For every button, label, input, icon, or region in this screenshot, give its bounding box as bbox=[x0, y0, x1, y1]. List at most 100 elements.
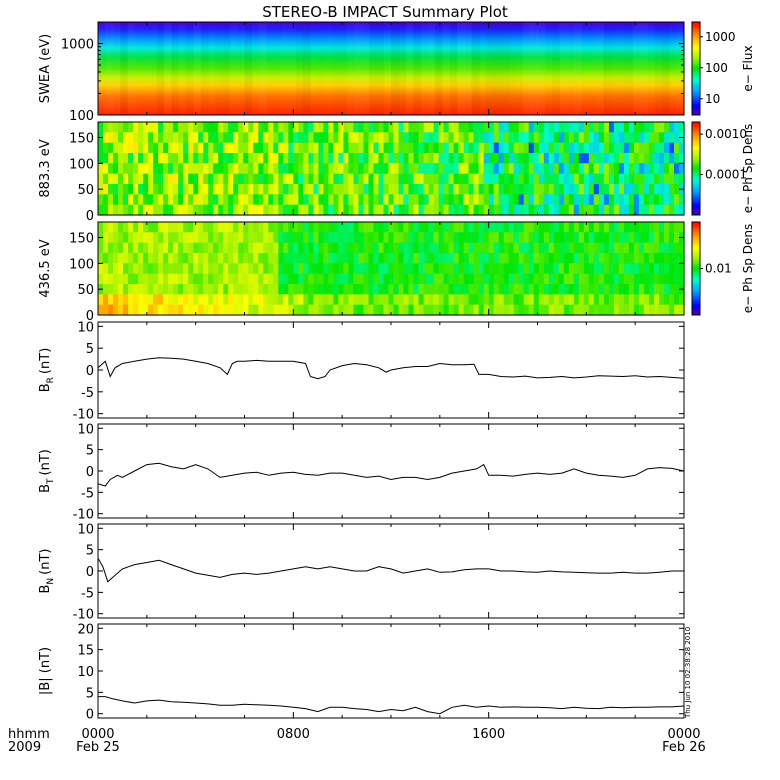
heatmap-cell bbox=[653, 163, 660, 175]
heatmap-cell bbox=[303, 204, 309, 216]
heatmap-cell bbox=[573, 294, 580, 306]
heatmap-cell bbox=[298, 163, 304, 175]
heatmap-cell bbox=[659, 153, 665, 164]
heatmap-cell bbox=[228, 142, 234, 154]
heatmap-cell bbox=[353, 242, 359, 254]
heatmap-cell bbox=[483, 142, 490, 154]
heatmap-cell bbox=[618, 132, 625, 144]
heatmap-cell bbox=[463, 284, 470, 295]
heatmap-cell bbox=[443, 294, 450, 306]
heatmap-cell bbox=[123, 242, 129, 254]
heatmap-cell bbox=[583, 284, 590, 295]
heatmap-cell bbox=[263, 304, 269, 316]
heatmap-cell bbox=[548, 153, 555, 164]
y-axis-label-main: 883.3 eV bbox=[38, 139, 53, 197]
heatmap-cell bbox=[558, 122, 565, 133]
heatmap-cell bbox=[478, 304, 485, 316]
heatmap-cell bbox=[178, 132, 184, 144]
heatmap-cell bbox=[373, 132, 380, 144]
heatmap-cell bbox=[408, 222, 415, 233]
heatmap-cell bbox=[298, 153, 304, 164]
heatmap-cell bbox=[423, 163, 430, 175]
heatmap-cell bbox=[598, 294, 605, 306]
heatmap-cell bbox=[153, 122, 159, 133]
heatmap-cell bbox=[308, 222, 314, 233]
heatmap-cell bbox=[643, 163, 650, 175]
heatmap-cell bbox=[348, 242, 354, 254]
heatmap-cell bbox=[473, 232, 480, 244]
heatmap-cell bbox=[183, 273, 189, 285]
heatmap-cell bbox=[338, 122, 344, 133]
heatmap-cell bbox=[523, 132, 530, 144]
heatmap-cell bbox=[203, 132, 209, 144]
heatmap-cell bbox=[378, 163, 385, 175]
heatmap-cell bbox=[473, 204, 480, 216]
heatmap-cell bbox=[473, 242, 480, 254]
heatmap-cell bbox=[433, 132, 440, 144]
heatmap-cell bbox=[503, 263, 510, 275]
heatmap-cell bbox=[343, 284, 349, 295]
heatmap-cell bbox=[423, 153, 430, 164]
heatmap-cell bbox=[123, 163, 129, 175]
heatmap-cell bbox=[133, 232, 139, 244]
heatmap-cell bbox=[438, 163, 445, 175]
heatmap-cell bbox=[643, 184, 650, 195]
heatmap-cell bbox=[373, 122, 380, 133]
swea-texture bbox=[163, 22, 172, 115]
heatmap-cell bbox=[278, 263, 284, 275]
heatmap-cell bbox=[653, 294, 660, 306]
heatmap-cell bbox=[328, 184, 334, 195]
heatmap-cell bbox=[608, 253, 615, 264]
heatmap-cell bbox=[533, 122, 540, 133]
heatmap-cell bbox=[253, 163, 259, 175]
heatmap-cell bbox=[648, 204, 655, 216]
heatmap-cell bbox=[293, 132, 299, 144]
heatmap-cell bbox=[413, 194, 420, 206]
heatmap-cell bbox=[258, 222, 264, 233]
heatmap-cell bbox=[478, 263, 485, 275]
swea-texture bbox=[149, 22, 157, 115]
swea-texture bbox=[179, 22, 187, 115]
heatmap-cell bbox=[173, 232, 179, 244]
heatmap-cell bbox=[563, 284, 570, 295]
heatmap-cell bbox=[568, 163, 575, 175]
y-tick-label: 50 bbox=[77, 283, 94, 298]
heatmap-cell bbox=[273, 153, 279, 164]
heatmap-cell bbox=[263, 222, 269, 233]
heatmap-cell bbox=[458, 263, 465, 275]
heatmap-cell bbox=[408, 294, 415, 306]
heatmap-cell bbox=[208, 173, 214, 185]
heatmap-cell bbox=[203, 284, 209, 295]
heatmap-cell bbox=[173, 163, 179, 175]
heatmap-cell bbox=[608, 304, 615, 316]
heatmap-cell bbox=[363, 132, 370, 144]
heatmap-cell bbox=[143, 122, 149, 133]
heatmap-cell bbox=[403, 132, 410, 144]
heatmap-cell bbox=[323, 232, 329, 244]
heatmap-cell bbox=[193, 263, 199, 275]
swea-texture bbox=[500, 22, 509, 115]
heatmap-cell bbox=[598, 163, 605, 175]
colorbar-tick-label: 10 bbox=[705, 92, 720, 106]
y-tick-label: -5 bbox=[81, 586, 94, 601]
heatmap-cell bbox=[523, 194, 530, 206]
heatmap-cell bbox=[643, 153, 650, 164]
heatmap-cell bbox=[628, 163, 635, 175]
heatmap-cell bbox=[498, 204, 505, 216]
heatmap-cell bbox=[633, 273, 640, 285]
swea-texture bbox=[281, 22, 289, 115]
heatmap-cell bbox=[128, 273, 134, 285]
swea-texture bbox=[428, 22, 436, 115]
heatmap-cell bbox=[193, 153, 199, 164]
heatmap-cell bbox=[113, 194, 119, 206]
heatmap-cell bbox=[398, 222, 405, 233]
heatmap-cell bbox=[348, 194, 354, 206]
heatmap-cell bbox=[138, 204, 144, 216]
heatmap-cell bbox=[158, 304, 164, 316]
heatmap-cell bbox=[679, 294, 685, 306]
heatmap-cell bbox=[148, 294, 154, 306]
heatmap-cell bbox=[303, 222, 309, 233]
heatmap-cell bbox=[158, 132, 164, 144]
heatmap-cell bbox=[428, 284, 435, 295]
